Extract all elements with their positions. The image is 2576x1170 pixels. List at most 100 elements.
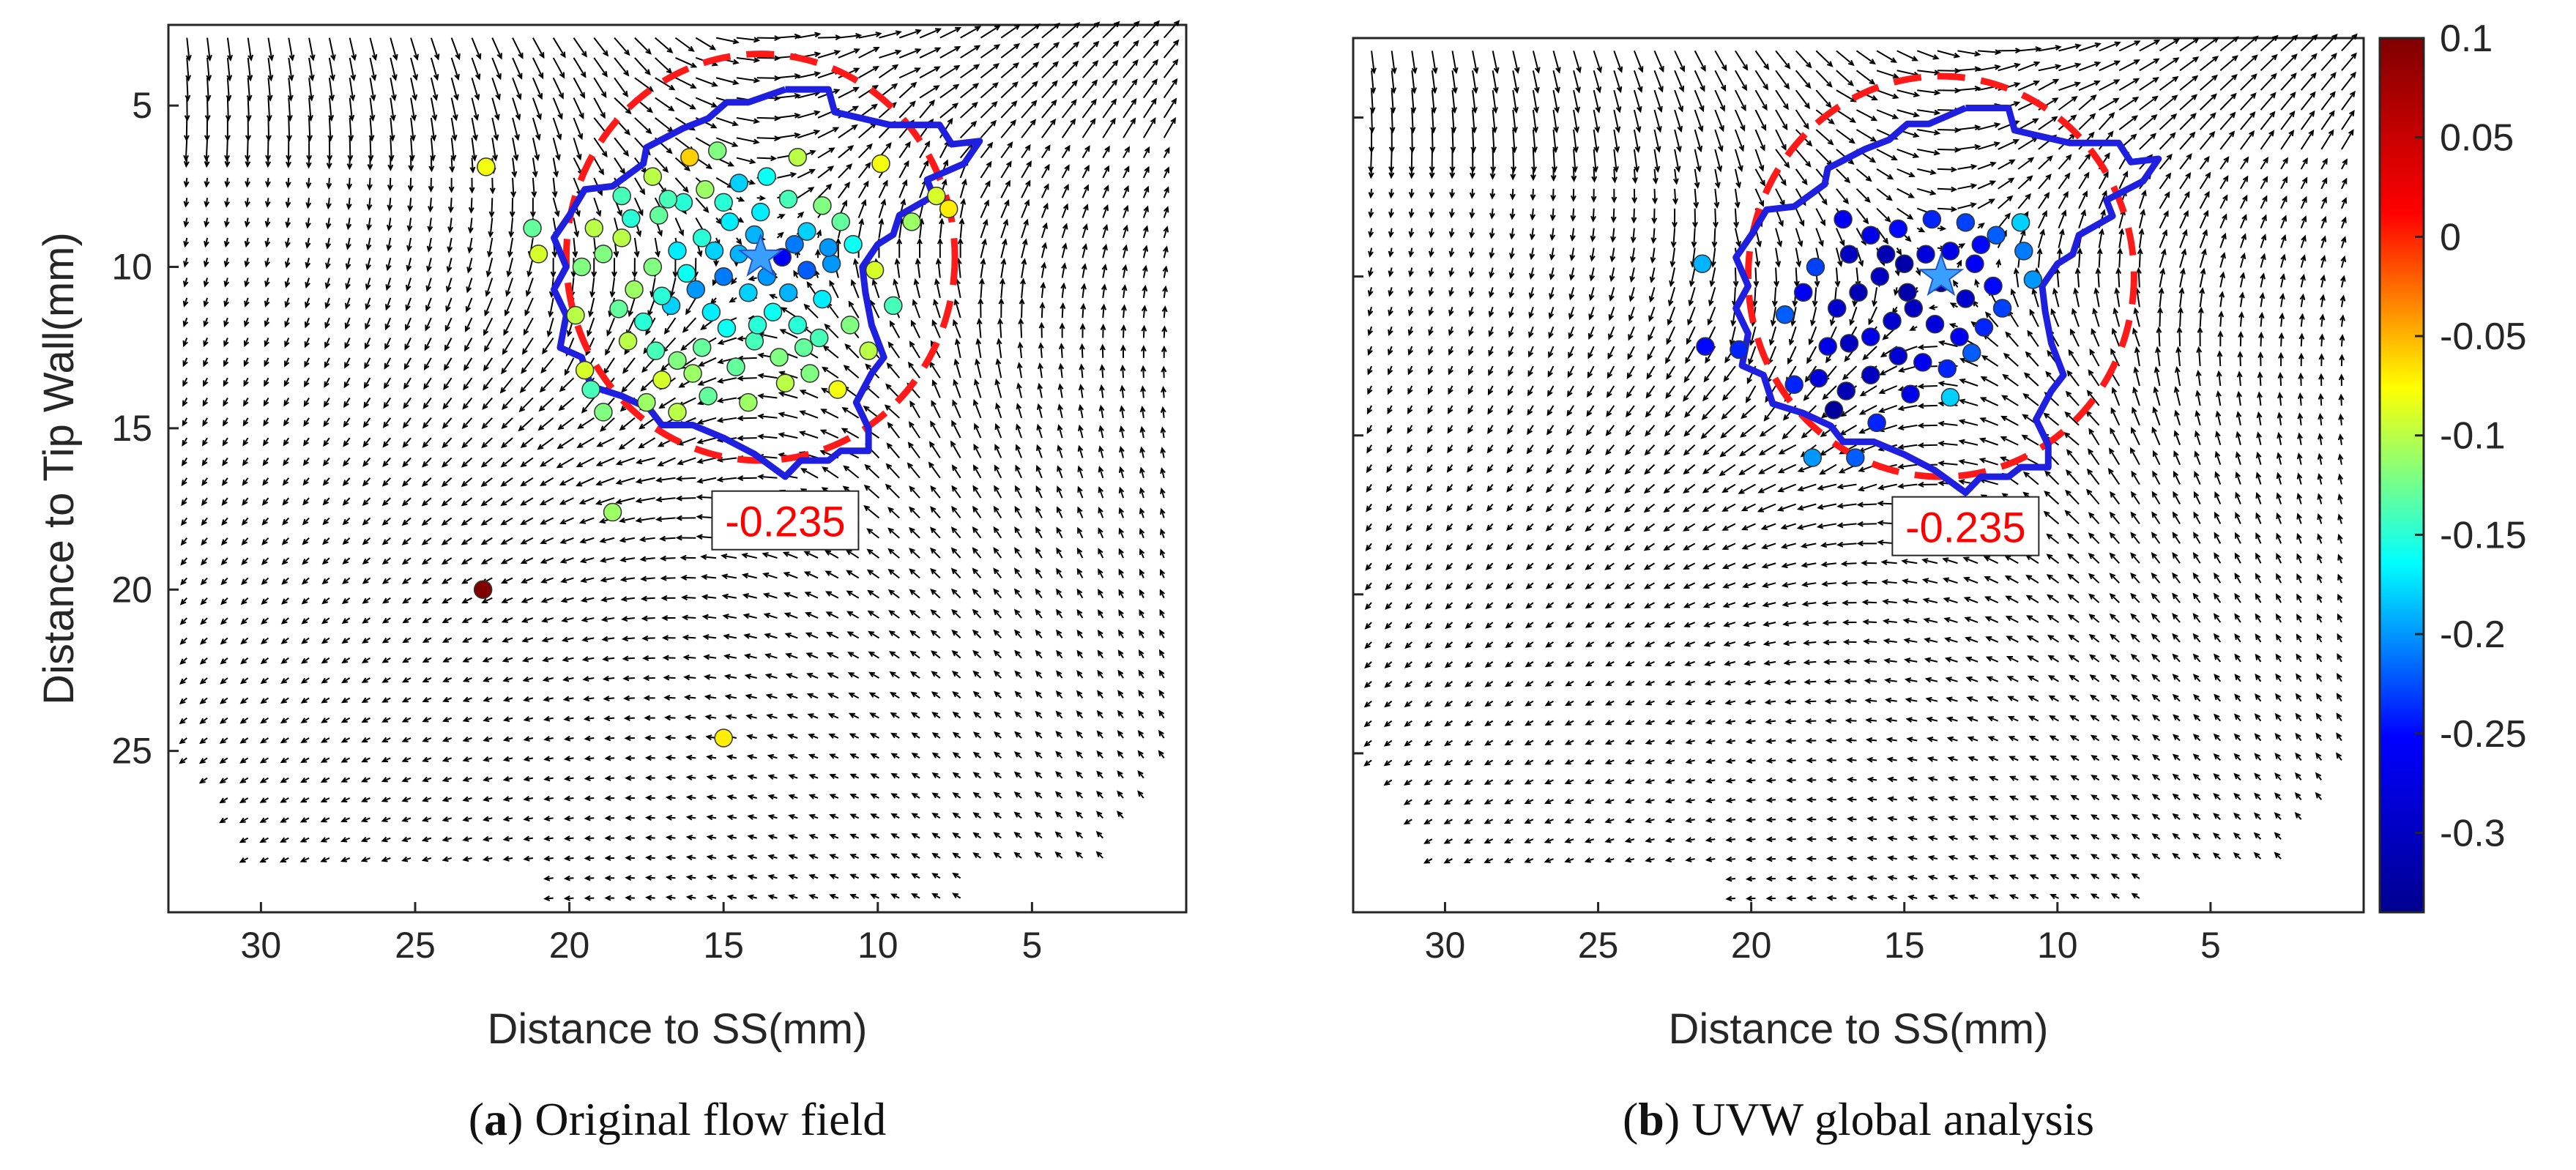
quiver-arrow: [450, 78, 459, 101]
quiver-arrow: [715, 116, 740, 127]
quiver-arrow: [1082, 21, 1101, 39]
quiver-arrow: [1123, 21, 1140, 39]
scatter-point: [523, 218, 542, 238]
quiver-arrow: [512, 117, 520, 141]
scatter-point: [680, 147, 699, 167]
quiver-arrow: [325, 217, 332, 230]
scatter-point: [1888, 219, 1908, 239]
quiver-arrow: [852, 258, 860, 278]
quiver-arrow: [345, 297, 351, 310]
quiver-arrow: [410, 97, 417, 122]
quiver-arrow: [226, 37, 233, 62]
quiver-arrow: [523, 317, 534, 336]
quiver-arrow: [406, 257, 412, 272]
quiver-arrow: [1021, 119, 1037, 138]
quiver-arrow: [593, 197, 602, 217]
quiver-arrow: [939, 103, 959, 119]
quiver-arrow: [817, 50, 841, 59]
quiver-arrow: [507, 237, 514, 258]
quiver-arrow: [348, 117, 354, 142]
quiver-arrow: [324, 338, 330, 349]
quiver-arrow: [1142, 146, 1150, 159]
quiver-arrow: [246, 78, 253, 102]
quiver-arrow: [731, 277, 737, 286]
scatter-point: [788, 147, 808, 167]
scatter-point: [844, 234, 863, 254]
quiver-arrow: [367, 177, 373, 191]
quiver-arrow: [980, 119, 997, 138]
quiver-arrow: [410, 117, 416, 142]
quiver-arrow: [510, 177, 517, 198]
x-tick-label: 15: [1884, 925, 1925, 966]
quiver-arrow: [1163, 20, 1180, 39]
quiver-arrow: [287, 78, 294, 102]
scatter-point: [668, 403, 687, 422]
quiver-arrow: [406, 237, 412, 253]
quiver-arrow: [349, 97, 355, 122]
x-tick-label: 25: [1578, 925, 1619, 966]
quiver-arrow: [898, 141, 911, 159]
scatter-point: [770, 348, 789, 367]
quiver-arrow: [1163, 166, 1169, 179]
quiver-arrow: [305, 198, 312, 209]
quiver-arrow: [958, 217, 965, 238]
quiver-arrow: [1163, 97, 1177, 119]
quiver-arrow: [1000, 258, 1007, 278]
quiver-arrow: [998, 297, 1005, 318]
quiver-arrow: [365, 317, 371, 330]
quiver-arrow: [385, 257, 392, 272]
quiver-arrow: [898, 81, 917, 99]
quiver-arrow: [777, 132, 801, 139]
quiver-arrow: [185, 57, 192, 82]
quiver-arrow: [1041, 99, 1057, 119]
quiver-arrow: [288, 37, 295, 62]
quiver-arrow: [919, 99, 936, 119]
scatter-point: [637, 392, 656, 412]
quiver-arrow: [1061, 60, 1079, 78]
quiver-arrow: [1102, 98, 1117, 119]
quiver-arrow: [587, 317, 595, 338]
quiver-arrow: [848, 300, 860, 318]
colorbar-tick-label: -0.25: [2440, 713, 2527, 756]
quiver-arrow: [465, 317, 473, 332]
scatter-point: [717, 318, 737, 338]
quiver-arrow: [1143, 59, 1159, 78]
quiver-arrow: [365, 297, 371, 310]
quiver-arrow: [264, 277, 270, 288]
quiver-arrow: [424, 338, 432, 351]
quiver-arrow: [404, 338, 412, 351]
quiver-arrow: [1000, 43, 1021, 59]
quiver-arrow: [425, 297, 432, 312]
x-tick-label: 25: [395, 925, 436, 966]
quiver-arrow: [548, 297, 554, 318]
quiver-arrow: [247, 57, 253, 82]
quiver-arrow: [450, 97, 458, 122]
quiver-arrow: [894, 258, 901, 278]
quiver-arrow: [506, 257, 514, 277]
quiver-arrow: [674, 177, 689, 193]
quiver-arrow: [203, 338, 209, 348]
scatter-point: [699, 387, 718, 406]
x-tick-label: 10: [2037, 925, 2078, 966]
quiver-arrow: [1000, 179, 1010, 198]
colorbar-tick-label: -0.1: [2440, 415, 2506, 458]
quiver-arrow: [389, 117, 395, 142]
quiver-arrow: [552, 197, 560, 217]
quiver-arrow: [959, 120, 978, 138]
quiver-arrow: [365, 277, 371, 291]
quiver-arrow: [980, 218, 989, 239]
quiver-arrow: [1041, 144, 1051, 159]
quiver-arrow: [1021, 23, 1041, 39]
quiver-arrow: [390, 57, 398, 81]
scatter-point: [859, 341, 878, 360]
quiver-arrow: [1000, 81, 1019, 99]
quiver-arrow: [288, 57, 294, 82]
quiver-arrow: [484, 297, 494, 317]
quiver-arrow: [304, 338, 310, 349]
quiver-arrow: [245, 157, 251, 168]
quiver-arrow: [425, 277, 432, 292]
quiver-arrow: [405, 297, 412, 312]
quiver-arrow: [756, 155, 778, 162]
quiver-arrow: [444, 338, 453, 351]
quiver-arrow: [593, 157, 604, 176]
